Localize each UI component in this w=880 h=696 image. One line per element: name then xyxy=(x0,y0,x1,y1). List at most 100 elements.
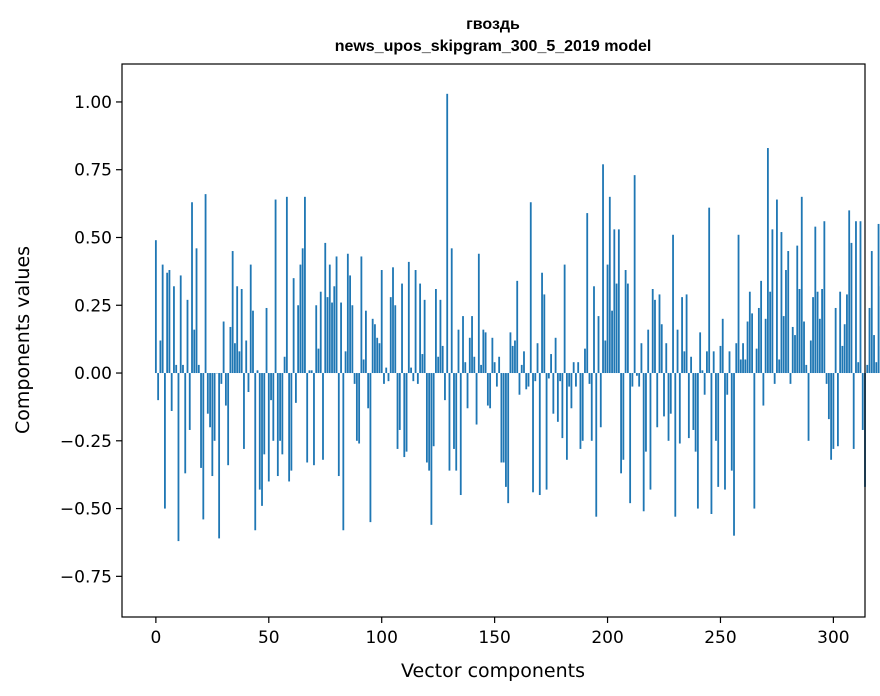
bar-304 xyxy=(842,346,844,373)
bar-143 xyxy=(478,254,480,373)
bar-152 xyxy=(498,357,500,373)
y-tick-label: 0.25 xyxy=(74,296,112,316)
bar-161 xyxy=(519,373,521,395)
bar-283 xyxy=(794,335,796,373)
bar-189 xyxy=(582,373,584,441)
bar-136 xyxy=(462,316,464,373)
bar-72 xyxy=(318,349,320,373)
bar-121 xyxy=(428,373,430,471)
bar-98 xyxy=(376,338,378,373)
bar-28 xyxy=(218,373,220,538)
bar-252 xyxy=(724,373,726,490)
bar-175 xyxy=(550,354,552,373)
bar-212 xyxy=(634,175,636,373)
y-tick-label: 0.50 xyxy=(74,228,112,248)
bar-11 xyxy=(180,275,182,373)
bar-221 xyxy=(654,300,656,373)
bar-130 xyxy=(449,373,451,471)
bar-10 xyxy=(178,373,180,541)
bar-307 xyxy=(848,210,850,373)
bar-178 xyxy=(557,373,559,422)
bar-15 xyxy=(189,373,191,430)
bar-125 xyxy=(437,357,439,373)
bar-313 xyxy=(862,373,864,430)
bar-310 xyxy=(855,221,857,373)
bar-205 xyxy=(618,229,620,373)
bar-301 xyxy=(835,308,837,373)
bar-64 xyxy=(300,265,302,373)
bar-51 xyxy=(270,373,272,400)
bar-127 xyxy=(442,346,444,373)
bar-138 xyxy=(467,373,469,408)
bar-234 xyxy=(683,351,685,373)
bar-25 xyxy=(211,373,213,476)
bar-297 xyxy=(826,373,828,384)
bar-29 xyxy=(220,373,222,384)
bar-16 xyxy=(191,202,193,373)
bar-47 xyxy=(261,373,263,506)
bar-129 xyxy=(446,94,448,373)
bar-170 xyxy=(539,373,541,495)
bar-223 xyxy=(659,294,661,373)
bar-132 xyxy=(453,373,455,449)
bar-303 xyxy=(839,292,841,373)
bar-88 xyxy=(354,373,356,384)
bar-281 xyxy=(790,373,792,384)
bar-9 xyxy=(175,365,177,373)
bar-135 xyxy=(460,373,462,495)
bar-158 xyxy=(512,346,514,373)
bar-215 xyxy=(641,343,643,373)
bar-69 xyxy=(311,370,313,373)
y-tick-label: 0.00 xyxy=(74,364,112,384)
bar-108 xyxy=(399,373,401,430)
bar-26 xyxy=(214,373,216,441)
bar-232 xyxy=(679,373,681,443)
bar-176 xyxy=(552,373,554,414)
bar-151 xyxy=(496,373,498,387)
x-tick-label: 100 xyxy=(365,628,397,648)
bar-276 xyxy=(778,359,780,373)
bar-199 xyxy=(604,341,606,374)
bar-296 xyxy=(823,221,825,373)
bar-157 xyxy=(510,332,512,373)
bar-73 xyxy=(320,292,322,373)
bar-257 xyxy=(735,343,737,373)
bar-91 xyxy=(360,256,362,373)
bar-113 xyxy=(410,368,412,373)
bar-159 xyxy=(514,341,516,374)
bar-17 xyxy=(193,330,195,373)
bar-194 xyxy=(593,286,595,373)
bars-group xyxy=(155,88,880,541)
bar-148 xyxy=(489,373,491,408)
bar-220 xyxy=(652,289,654,373)
bar-271 xyxy=(767,148,769,373)
bar-147 xyxy=(487,373,489,406)
bar-36 xyxy=(236,286,238,373)
bar-219 xyxy=(650,373,652,490)
bar-133 xyxy=(455,373,457,471)
bar-5 xyxy=(166,273,168,373)
bar-43 xyxy=(252,311,254,373)
y-tick-label: −0.50 xyxy=(60,500,112,520)
bar-128 xyxy=(444,373,446,400)
bar-317 xyxy=(871,251,873,373)
bar-206 xyxy=(620,373,622,473)
bar-84 xyxy=(345,351,347,373)
bar-63 xyxy=(297,305,299,373)
x-tick-label: 0 xyxy=(150,628,161,648)
bar-120 xyxy=(426,373,428,462)
bar-104 xyxy=(390,297,392,373)
bar-190 xyxy=(584,349,586,373)
bar-124 xyxy=(435,289,437,373)
bar-61 xyxy=(293,278,295,373)
bar-144 xyxy=(480,365,482,373)
bar-62 xyxy=(295,373,297,403)
bar-126 xyxy=(440,300,442,373)
bar-216 xyxy=(643,373,645,511)
bar-224 xyxy=(661,324,663,373)
bar-131 xyxy=(451,248,453,373)
bar-18 xyxy=(196,248,198,373)
bar-107 xyxy=(397,373,399,449)
x-tick-label: 250 xyxy=(704,628,736,648)
bar-299 xyxy=(830,373,832,460)
